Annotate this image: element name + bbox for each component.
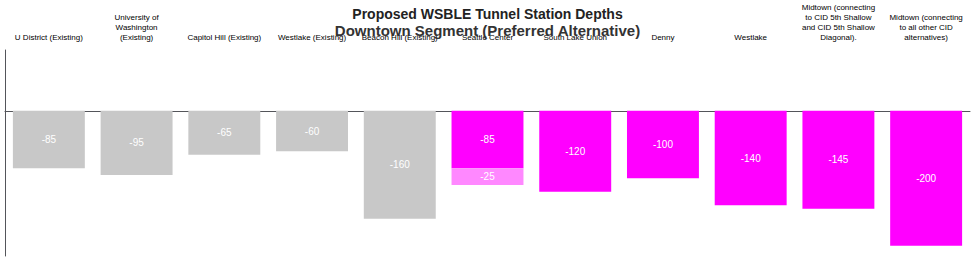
svg-text:and CID 5th Shallow: and CID 5th Shallow	[802, 23, 875, 32]
svg-text:Midtown (connecting: Midtown (connecting	[802, 3, 875, 12]
svg-text:Proposed WSBLE Tunnel Station: Proposed WSBLE Tunnel Station Depths	[352, 6, 623, 22]
svg-text:-85: -85	[42, 134, 57, 145]
svg-text:Westlake: Westlake	[734, 33, 767, 42]
svg-text:-145: -145	[828, 154, 848, 165]
svg-text:-65: -65	[217, 127, 232, 138]
svg-text:Washington: Washington	[116, 23, 158, 32]
svg-text:-120: -120	[565, 146, 585, 157]
svg-text:Midtown (connecting: Midtown (connecting	[889, 13, 962, 22]
svg-text:University of: University of	[115, 13, 160, 22]
svg-text:-140: -140	[741, 153, 761, 164]
svg-text:-200: -200	[916, 173, 936, 184]
svg-text:Downtown Segment (Preferred Al: Downtown Segment (Preferred Alternative)	[335, 22, 640, 39]
svg-text:to CID 5th Shallow: to CID 5th Shallow	[805, 13, 871, 22]
svg-text:to all other CID: to all other CID	[899, 23, 953, 32]
svg-text:alternatives): alternatives)	[904, 33, 948, 42]
svg-text:-160: -160	[390, 159, 410, 170]
svg-text:-25: -25	[480, 171, 495, 182]
svg-text:-60: -60	[305, 126, 320, 137]
svg-text:-100: -100	[653, 139, 673, 150]
svg-text:Capitol Hill (Existing): Capitol Hill (Existing)	[187, 33, 261, 42]
svg-text:Westlake (Existing): Westlake (Existing)	[277, 32, 347, 42]
svg-text:Denny: Denny	[651, 33, 674, 42]
svg-text:(Existing): (Existing)	[120, 33, 154, 42]
svg-text:-95: -95	[129, 137, 144, 148]
svg-text:U District (Existing): U District (Existing)	[15, 33, 83, 42]
svg-text:Diagonal).: Diagonal).	[820, 33, 856, 42]
svg-text:-85: -85	[480, 134, 495, 145]
